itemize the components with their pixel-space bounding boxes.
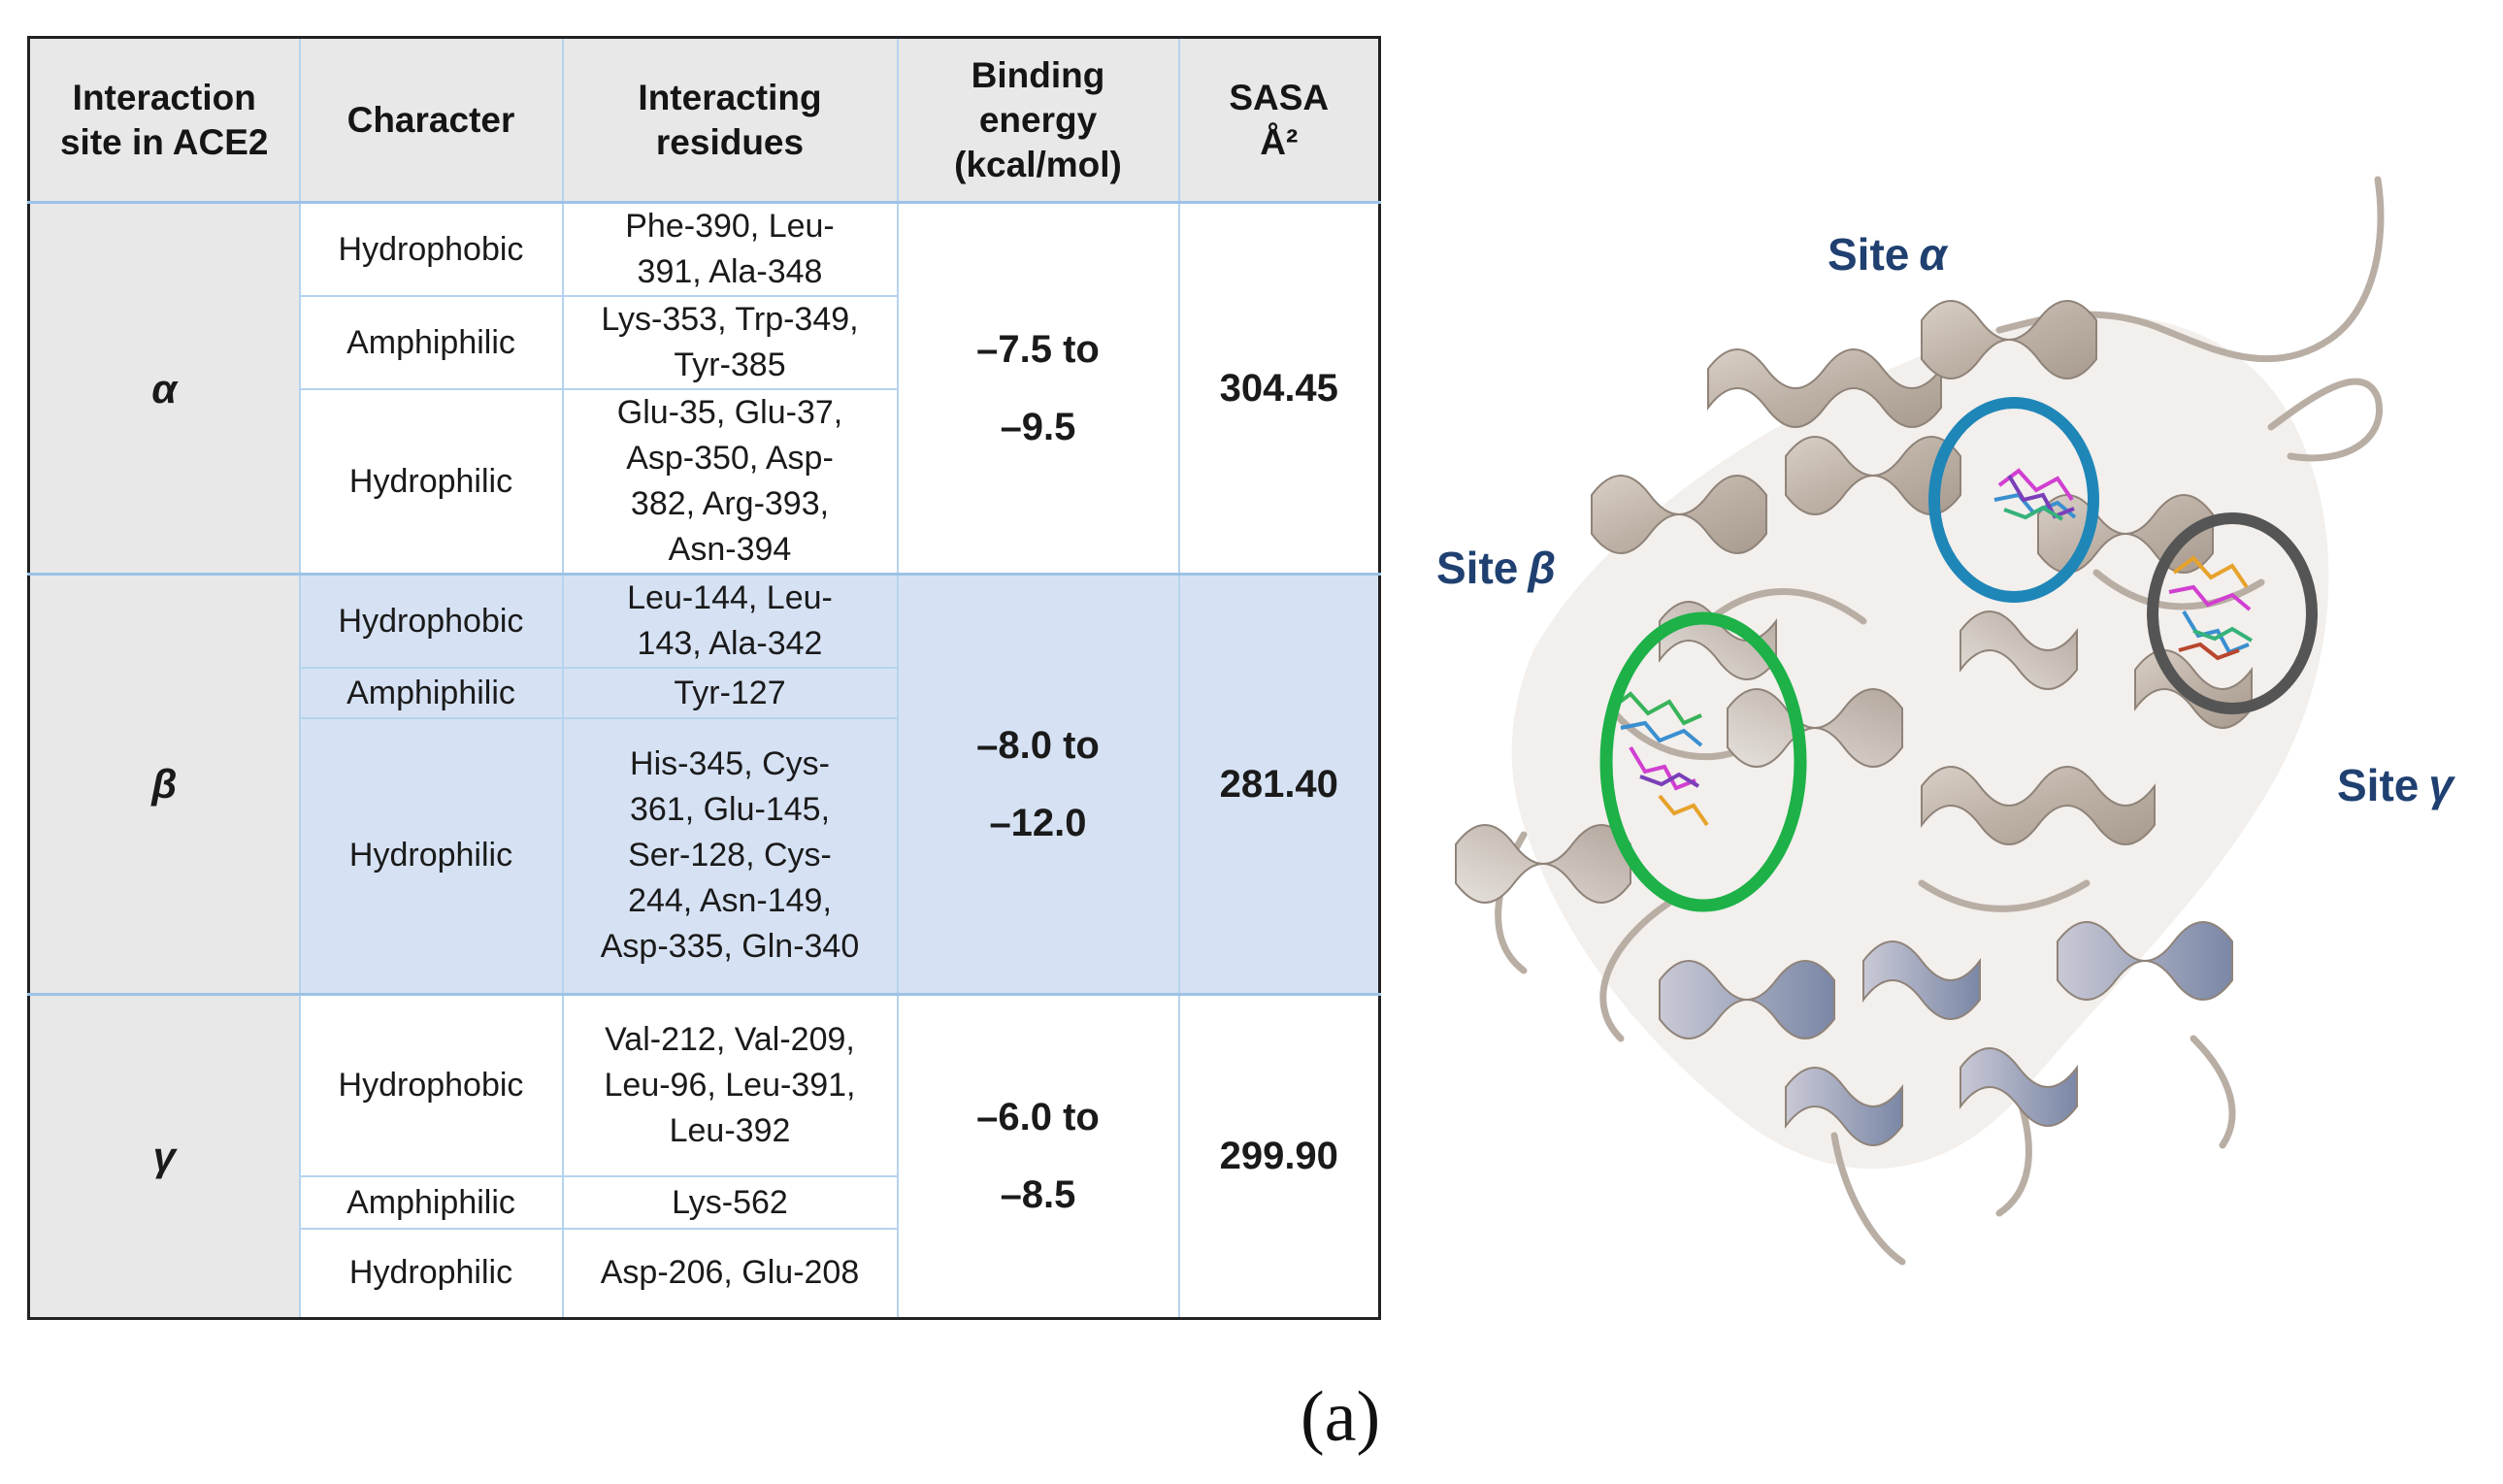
table-row: α Hydrophobic Phe-390, Leu- 391, Ala-348… bbox=[27, 201, 1381, 576]
energy-line: –8.5 bbox=[1000, 1173, 1076, 1216]
site-greek: γ bbox=[2428, 760, 2454, 810]
residue-line: His-345, Cys- bbox=[630, 745, 830, 783]
header-energy: Binding energy (kcal/mol) bbox=[896, 36, 1180, 204]
residue-line: Tyr-127 bbox=[674, 674, 786, 711]
site-word: Site bbox=[1828, 229, 1910, 280]
site-gamma-label: Site γ bbox=[2337, 759, 2454, 811]
ligand-cluster-beta bbox=[1609, 691, 1709, 827]
header-site: Interaction site in ACE2 bbox=[27, 36, 301, 204]
energy-line: –7.5 to bbox=[976, 328, 1100, 371]
table-row: γ Hydrophobic Val-212, Val-209, Leu-96, … bbox=[27, 992, 1381, 1319]
header-residues-line2: residues bbox=[655, 121, 805, 162]
character-cell: Hydrophilic bbox=[298, 388, 564, 576]
sasa-cell-gamma: 299.90 bbox=[1177, 992, 1381, 1319]
table-row: Amphiphilic Lys-353, Trp-349, Tyr-385 bbox=[29, 295, 1380, 390]
header-site-line2: site in ACE2 bbox=[59, 121, 269, 162]
table-row: Hydrophilic Asp-206, Glu-208 bbox=[29, 1228, 1380, 1319]
energy-line: –6.0 to bbox=[976, 1096, 1100, 1138]
residue-line: Asn-394 bbox=[668, 531, 792, 568]
residues-cell: Lys-562 bbox=[561, 1175, 899, 1230]
residue-line: Asp-350, Asp- bbox=[626, 440, 834, 477]
protein-ribbon-drawing bbox=[1455, 176, 2385, 1266]
header-sasa-line2: Å² bbox=[1260, 121, 1299, 162]
site-word: Site bbox=[2337, 760, 2420, 810]
sasa-cell-beta: 281.40 bbox=[1177, 573, 1381, 995]
energy-line: –9.5 bbox=[1000, 406, 1076, 448]
header-energy-line1: Binding bbox=[971, 54, 1105, 95]
ligand-cluster-gamma bbox=[2168, 555, 2254, 661]
residue-line: 361, Glu-145, bbox=[629, 791, 831, 829]
residue-line: 391, Ala-348 bbox=[637, 253, 823, 290]
sasa-cell-alpha: 304.45 bbox=[1177, 201, 1381, 576]
header-character-line1: Character bbox=[346, 99, 515, 140]
energy-cell-alpha: –7.5 to –9.5 bbox=[896, 201, 1180, 576]
site-greek: α bbox=[1919, 229, 1947, 280]
character-cell: Hydrophobic bbox=[298, 201, 564, 297]
residue-line: Leu-96, Leu-391, bbox=[604, 1066, 856, 1104]
residue-line: Asp-335, Gln-340 bbox=[600, 928, 860, 966]
character-cell: Amphiphilic bbox=[298, 667, 564, 719]
table-row: Amphiphilic Lys-562 bbox=[29, 1175, 1380, 1230]
table-row: Amphiphilic Tyr-127 bbox=[29, 667, 1380, 719]
header-energy-line2: energy bbox=[978, 99, 1098, 140]
residue-line: 382, Arg-393, bbox=[630, 485, 830, 522]
residues-cell: Tyr-127 bbox=[561, 667, 899, 719]
table-row: Hydrophilic His-345, Cys- 361, Glu-145, … bbox=[29, 717, 1380, 995]
header-residues: Interacting residues bbox=[561, 36, 899, 204]
residue-line: 244, Asn-149, bbox=[628, 882, 832, 920]
residue-line: Asp-206, Glu-208 bbox=[600, 1254, 860, 1292]
residue-line: Lys-562 bbox=[672, 1183, 788, 1221]
panel-caption: (a) bbox=[1301, 1377, 1381, 1457]
site-beta-cell: β bbox=[27, 573, 301, 995]
energy-line: –12.0 bbox=[989, 801, 1087, 844]
header-energy-line3: (kcal/mol) bbox=[954, 144, 1122, 184]
residues-cell: Leu-144, Leu- 143, Ala-342 bbox=[561, 573, 899, 669]
ace2-protein-structure: Site α Site β Site γ bbox=[1417, 165, 2503, 1330]
energy-cell-beta: –8.0 to –12.0 bbox=[896, 573, 1180, 995]
site-greek: β bbox=[1528, 543, 1556, 593]
site-beta-circle bbox=[1599, 611, 1807, 912]
residue-line: 143, Ala-342 bbox=[637, 625, 823, 662]
table-row: Hydrophilic Glu-35, Glu-37, Asp-350, Asp… bbox=[29, 388, 1380, 576]
table-header-row: Interaction site in ACE2 Character Inter… bbox=[27, 36, 1381, 204]
site-alpha-label: Site α bbox=[1828, 228, 1947, 280]
header-site-line1: Interaction bbox=[72, 77, 256, 117]
residue-line: Ser-128, Cys- bbox=[628, 837, 832, 874]
residues-cell: His-345, Cys- 361, Glu-145, Ser-128, Cys… bbox=[561, 717, 899, 995]
residues-cell: Glu-35, Glu-37, Asp-350, Asp- 382, Arg-3… bbox=[561, 388, 899, 576]
residue-line: Val-212, Val-209, bbox=[605, 1020, 855, 1058]
residues-cell: Lys-353, Trp-349, Tyr-385 bbox=[561, 295, 899, 390]
residue-line: Phe-390, Leu- bbox=[625, 208, 835, 245]
site-alpha-circle bbox=[1928, 397, 2099, 603]
character-cell: Hydrophilic bbox=[298, 717, 564, 995]
residues-cell: Val-212, Val-209, Leu-96, Leu-391, Leu-3… bbox=[561, 992, 899, 1177]
residues-cell: Phe-390, Leu- 391, Ala-348 bbox=[561, 201, 899, 297]
site-alpha-cell: α bbox=[27, 201, 301, 576]
residues-cell: Asp-206, Glu-208 bbox=[561, 1228, 899, 1319]
residue-line: Leu-392 bbox=[669, 1111, 791, 1149]
character-cell: Hydrophobic bbox=[298, 573, 564, 669]
residue-line: Glu-35, Glu-37, bbox=[616, 394, 843, 431]
table-row: β Hydrophobic Leu-144, Leu- 143, Ala-342… bbox=[27, 573, 1381, 995]
character-cell: Hydrophobic bbox=[298, 992, 564, 1177]
binding-sites-table: Interaction site in ACE2 Character Inter… bbox=[27, 36, 1381, 1320]
energy-line: –8.0 to bbox=[976, 723, 1100, 767]
residue-line: Lys-353, Trp-349, bbox=[601, 301, 859, 338]
site-beta-label: Site β bbox=[1436, 542, 1556, 594]
energy-cell-gamma: –6.0 to –8.5 bbox=[896, 992, 1180, 1319]
site-gamma-cell: γ bbox=[27, 992, 301, 1319]
site-word: Site bbox=[1436, 543, 1519, 593]
character-cell: Amphiphilic bbox=[298, 295, 564, 390]
residue-line: Tyr-385 bbox=[674, 346, 786, 383]
site-gamma-circle bbox=[2147, 512, 2318, 714]
residue-line: Leu-144, Leu- bbox=[627, 579, 833, 616]
ligand-cluster-alpha bbox=[1993, 468, 2077, 521]
header-character: Character bbox=[298, 36, 564, 204]
header-residues-line1: Interacting bbox=[638, 77, 822, 117]
header-sasa: SASA Å² bbox=[1177, 36, 1381, 204]
header-sasa-line1: SASA bbox=[1229, 77, 1330, 117]
character-cell: Hydrophilic bbox=[298, 1228, 564, 1319]
character-cell: Amphiphilic bbox=[298, 1175, 564, 1230]
